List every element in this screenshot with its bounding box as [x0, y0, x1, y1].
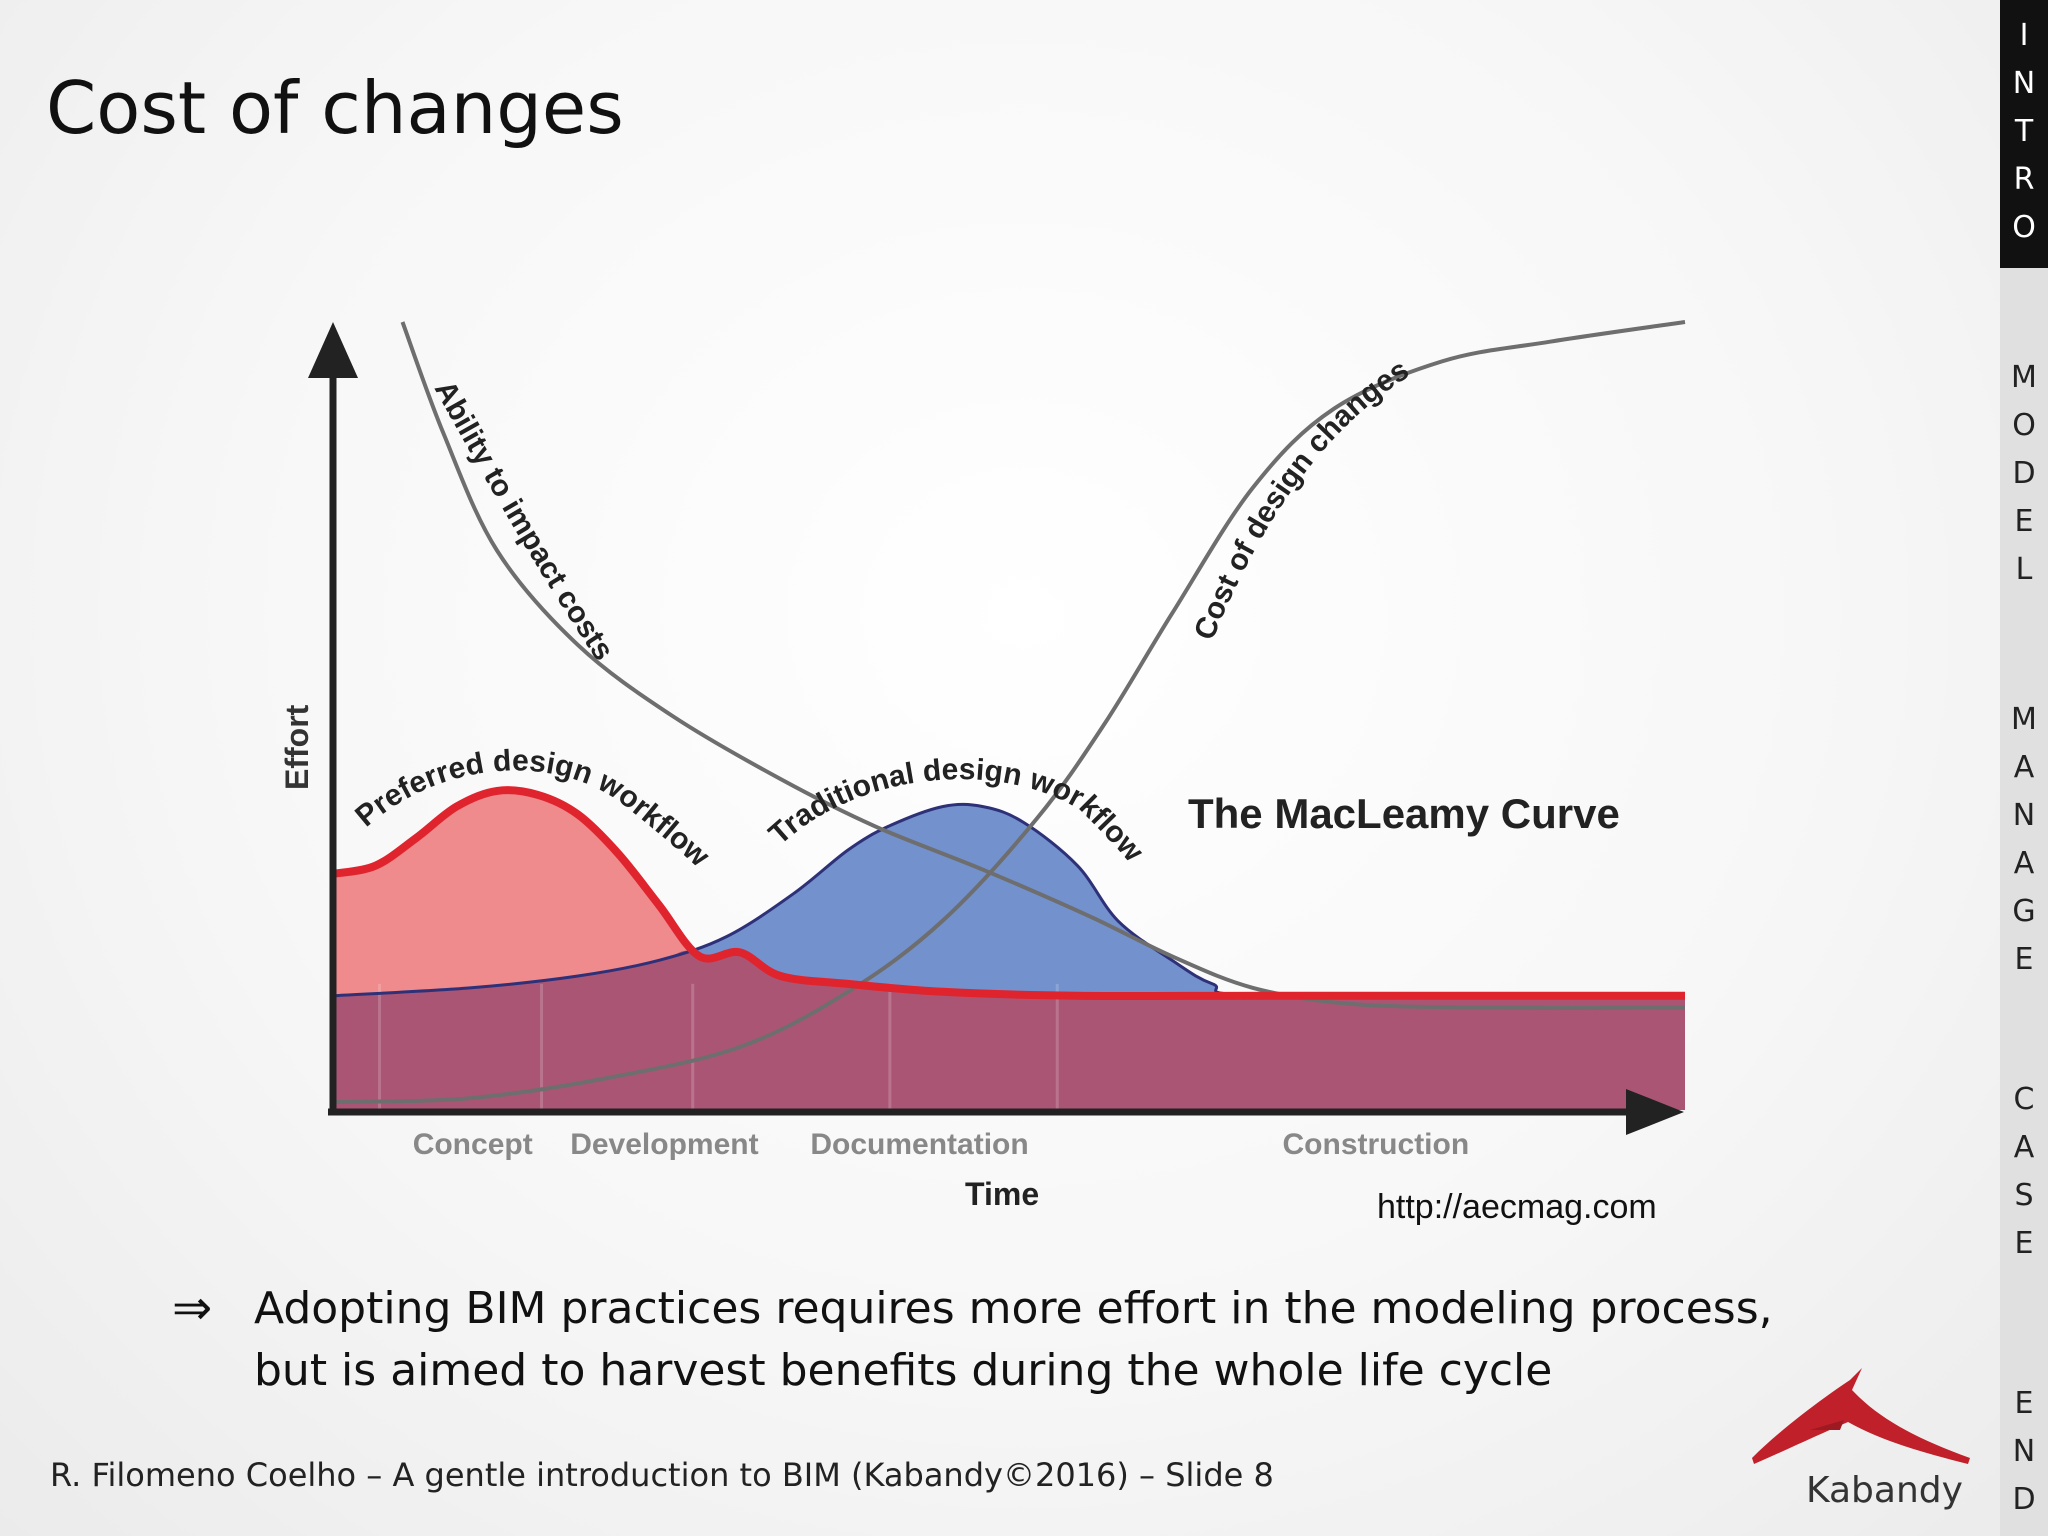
nav-letter: N	[2012, 1434, 2036, 1469]
traditional-workflow-line	[334, 802, 1686, 999]
x-axis-label: Time	[965, 1176, 1039, 1212]
nav-letter: I	[2019, 18, 2029, 53]
nav-letter: O	[2012, 210, 2036, 245]
slide-footer: R. Filomeno Coelho – A gentle introducti…	[50, 1456, 1274, 1494]
nav-letter: E	[2014, 1386, 2034, 1421]
nav-letter: A	[2013, 750, 2035, 785]
nav-letter: D	[2012, 456, 2036, 491]
nav-letter: E	[2014, 1226, 2034, 1261]
slide-title: Cost of changes	[46, 66, 624, 150]
overlap-area	[335, 950, 1685, 1110]
cost-of-design-changes-line	[334, 320, 1686, 1105]
nav-letter: S	[2014, 1178, 2034, 1213]
nav-letter: A	[2013, 1130, 2035, 1165]
nav-letter: E	[2014, 504, 2034, 539]
chart-title: The MacLeamy Curve	[1188, 790, 1620, 837]
phase-label: Concept	[413, 1128, 533, 1161]
source-url[interactable]: http://aecmag.com	[1377, 1188, 1657, 1226]
nav-letter: E	[2014, 942, 2034, 977]
nav-letter: D	[2012, 1482, 2036, 1517]
nav-letter: N	[2012, 66, 2036, 101]
phase-label: Development	[570, 1128, 758, 1161]
logo-text: Kabandy	[1806, 1470, 1963, 1511]
phase-labels: Concept Development Documentation Construct…	[413, 1128, 1469, 1161]
y-axis-label: Effort	[279, 704, 315, 790]
y-axis-arrowhead	[308, 322, 358, 378]
bullet-arrow-icon: ⇒	[172, 1280, 213, 1336]
cost-of-design-changes-label: Cost of design changes	[1188, 353, 1415, 644]
bullet-line-2: but is aimed to harvest benefits during …	[254, 1345, 1553, 1396]
nav-letter: R	[2013, 162, 2035, 197]
nav-letter: A	[2013, 846, 2035, 881]
phase-label: Documentation	[810, 1128, 1028, 1161]
ability-to-impact-costs-label: Ability to impact costs	[428, 375, 620, 666]
x-axis-arrowhead	[1626, 1089, 1684, 1135]
nav-letter: L	[2015, 552, 2033, 587]
nav-letter: C	[2013, 1082, 2035, 1117]
preferred-workflow-line	[334, 786, 1685, 1001]
nav-letter: G	[2012, 894, 2036, 929]
kabandy-logo-icon	[1752, 1368, 1970, 1464]
phase-separators	[378, 983, 1059, 1110]
ability-to-impact-costs-line	[400, 321, 1686, 1010]
nav-letter: O	[2012, 408, 2036, 443]
bullet-line-1: Adopting BIM practices requires more eff…	[254, 1283, 1773, 1334]
bullet-text: Adopting BIM practices requires more eff…	[254, 1278, 1773, 1402]
macleamy-chart: Ability to impact costs Cost of design c…	[279, 320, 1686, 1226]
nav-letter: N	[2012, 798, 2036, 833]
nav-letter: M	[2011, 702, 2037, 737]
nav-letter: M	[2011, 360, 2037, 395]
phase-label: Construction	[1283, 1128, 1470, 1161]
nav-letter: T	[2014, 114, 2034, 149]
